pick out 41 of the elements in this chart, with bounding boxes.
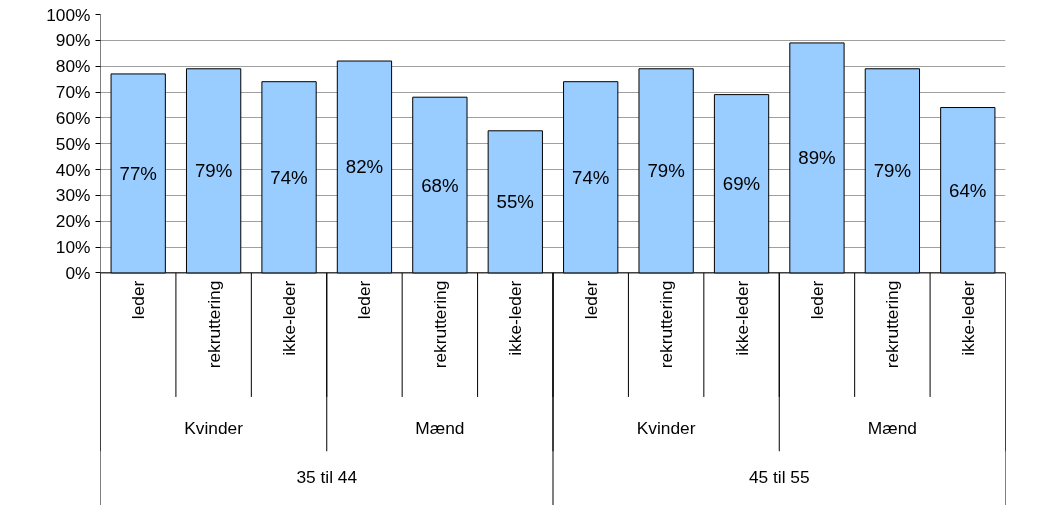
- x-tick-label: rekruttering: [656, 280, 677, 369]
- text: Mænd: [415, 417, 465, 438]
- data-label: 74%: [270, 166, 308, 188]
- x-tick-label: leder: [128, 280, 149, 320]
- x-tick-label: leder: [354, 280, 375, 320]
- data-label: 64%: [949, 179, 987, 201]
- x-tick-label: ikke-leder: [279, 280, 300, 356]
- x-tick-label: ikke-leder: [957, 280, 978, 356]
- x-tick-label: rekruttering: [429, 280, 450, 369]
- y-tick-label: 30%: [55, 185, 91, 206]
- text: 35 til 44: [296, 467, 358, 488]
- y-tick-label: 0%: [65, 262, 91, 283]
- data-label: 55%: [496, 191, 534, 213]
- x-tick-label: leder: [806, 280, 827, 320]
- data-label: 79%: [194, 160, 233, 182]
- y-tick-label: 80%: [55, 56, 91, 77]
- data-label: 68%: [421, 174, 459, 196]
- y-tick-label: 50%: [55, 133, 91, 154]
- text: Kvinder: [184, 417, 244, 438]
- data-label: 79%: [647, 160, 685, 182]
- y-tick-label: 40%: [55, 159, 91, 180]
- x-tick-label: ikke-leder: [731, 280, 752, 356]
- y-tick-label: 10%: [55, 237, 91, 258]
- data-label: 79%: [873, 160, 912, 182]
- data-label: 69%: [722, 173, 761, 195]
- y-tick-label: 70%: [55, 82, 91, 103]
- x-tick-label: rekruttering: [203, 280, 224, 369]
- text: Mænd: [867, 417, 917, 438]
- text: Kvinder: [636, 417, 696, 438]
- data-label: 77%: [119, 162, 157, 184]
- x-tick-label: leder: [580, 280, 601, 320]
- data-label: 89%: [798, 147, 836, 169]
- y-tick-label: 90%: [55, 30, 91, 51]
- y-tick-label: 100%: [46, 4, 91, 25]
- y-tick-label: 20%: [55, 211, 91, 232]
- x-tick-label: ikke-leder: [505, 280, 526, 356]
- data-label: 74%: [572, 166, 610, 188]
- data-label: 82%: [345, 156, 384, 178]
- text: 45 til 55: [748, 467, 810, 488]
- x-tick-label: rekruttering: [882, 280, 903, 369]
- y-tick-label: 60%: [55, 107, 91, 128]
